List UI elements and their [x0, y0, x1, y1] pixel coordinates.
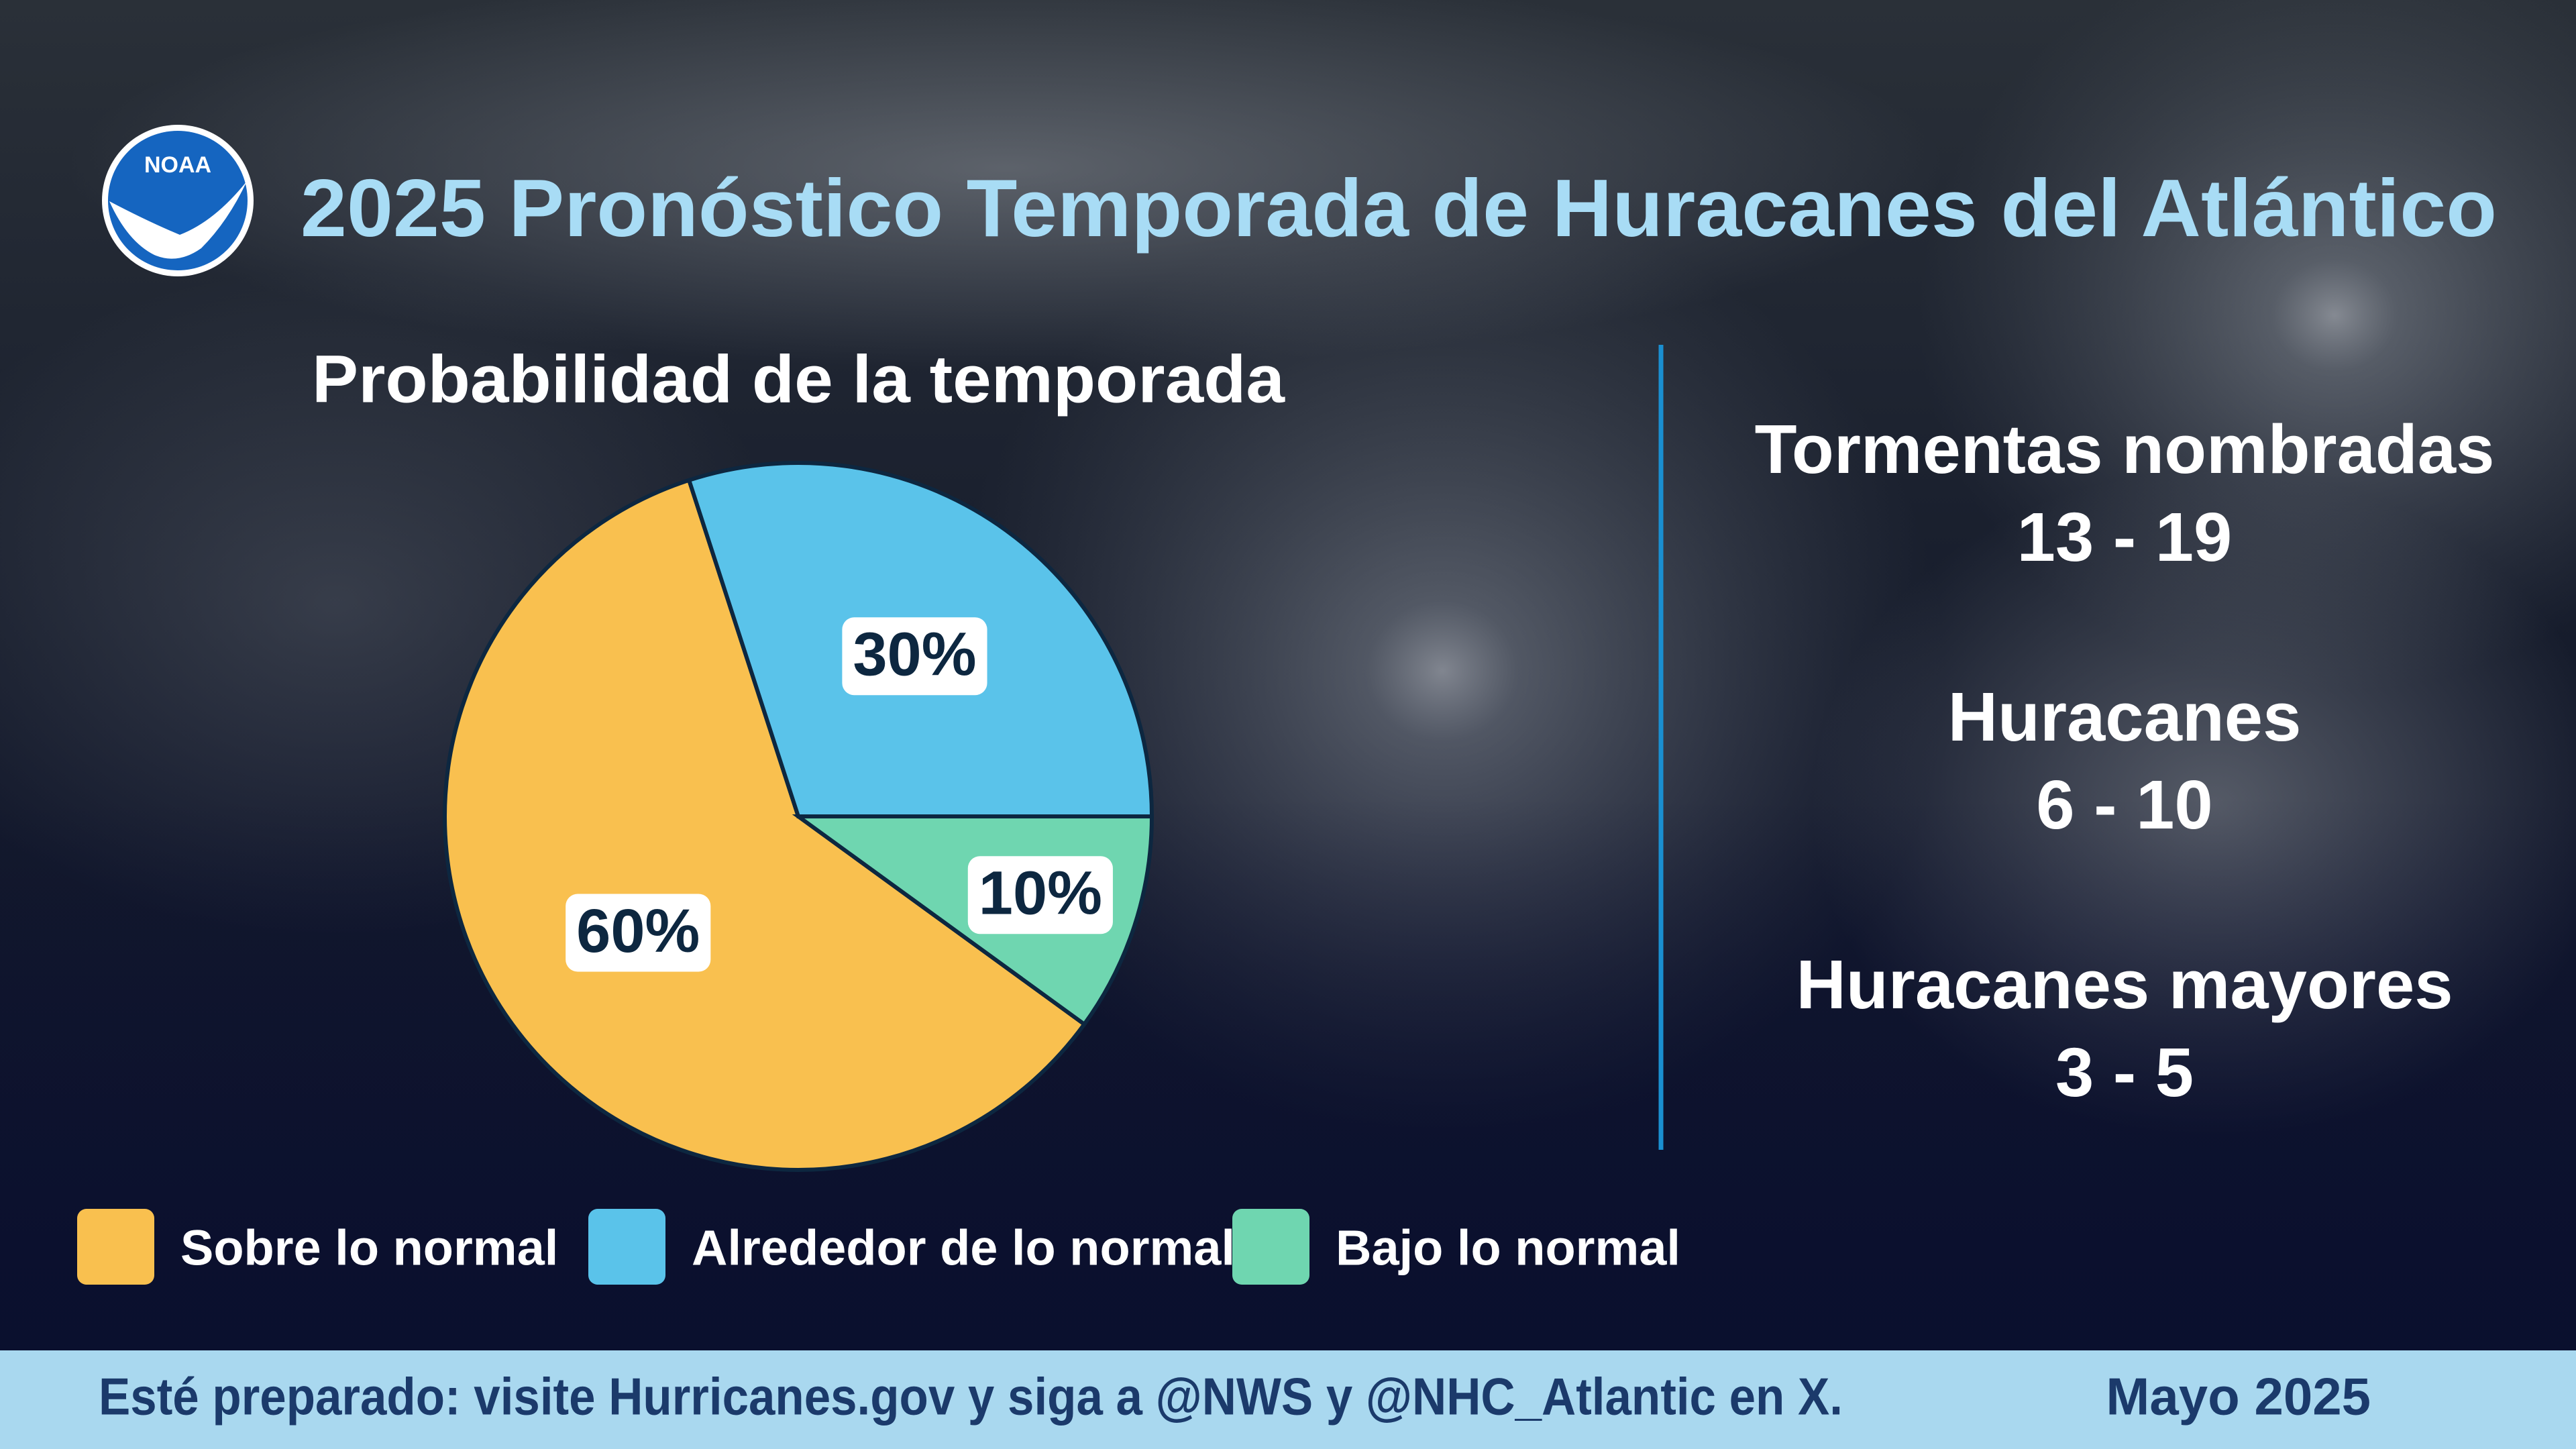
footer-text: Esté preparado: visite Hurricanes.gov y …: [99, 1367, 1843, 1426]
stats: Tormentas nombradas 13 - 19 Huracanes 6 - 1…: [1755, 411, 2495, 1111]
legend-swatch: [77, 1209, 154, 1285]
stat-value: 6 - 10: [2036, 766, 2212, 843]
data-label-text: 30%: [853, 621, 976, 689]
stat-label: Huracanes: [1948, 678, 2302, 755]
stat-value: 13 - 19: [2017, 498, 2233, 576]
noaa-logo: NOAA: [102, 125, 254, 276]
legend: Sobre lo normal Alrededor de lo normal Baj…: [77, 1209, 1680, 1285]
data-label-box: [842, 617, 987, 696]
footer-band: [0, 1350, 2576, 1449]
legend-label: Sobre lo normal: [180, 1220, 558, 1276]
title: 2025 Pronóstico Temporada de Huracanes d…: [301, 162, 2497, 254]
stat-label: Tormentas nombradas: [1755, 411, 2495, 488]
data-label-text: 60%: [576, 897, 700, 965]
legend-swatch: [1232, 1209, 1309, 1285]
legend-label: Bajo lo normal: [1336, 1220, 1680, 1276]
logo-text: NOAA: [144, 152, 211, 178]
chart-title: Probabilidad de la temporada: [312, 341, 1285, 417]
stat-label: Huracanes mayores: [1796, 946, 2453, 1023]
stat-value: 3 - 5: [2055, 1034, 2194, 1111]
footer-date: Mayo 2025: [2106, 1367, 2371, 1426]
data-label-box: [967, 856, 1113, 934]
data-label: 10%: [967, 856, 1113, 934]
pie-chart: 60% 30% 10%: [443, 461, 1155, 1173]
legend-swatch: [588, 1209, 665, 1285]
data-label-text: 10%: [979, 859, 1102, 928]
data-label: 60%: [566, 894, 711, 972]
data-label: 30%: [842, 617, 987, 696]
pie-slice: [443, 478, 1087, 1173]
data-label-box: [566, 894, 711, 972]
legend-label: Alrededor de lo normal: [692, 1220, 1235, 1276]
